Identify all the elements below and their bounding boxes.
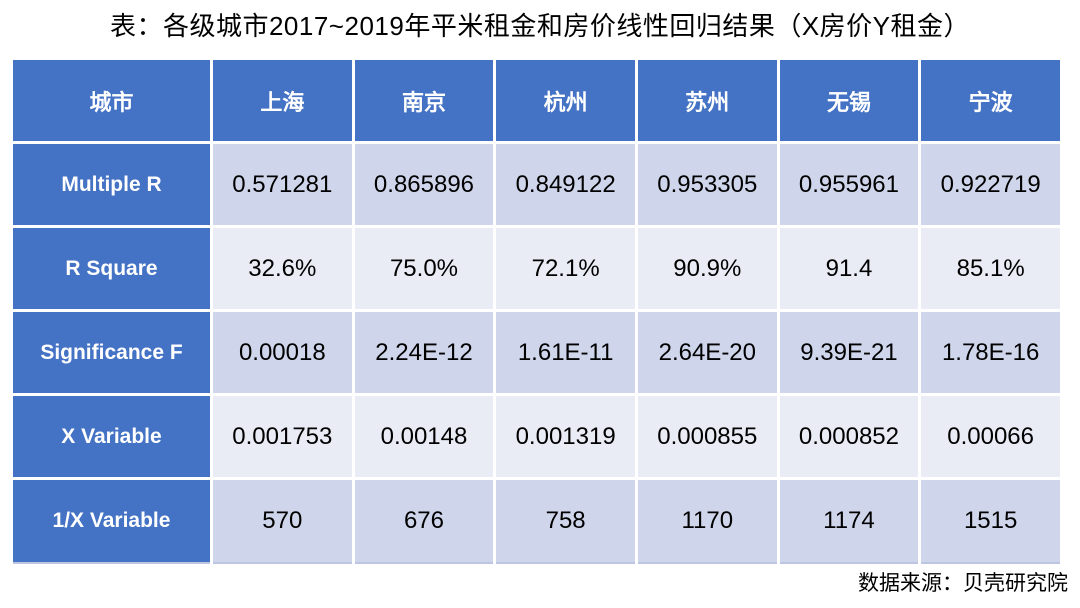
data-cell: 570	[210, 477, 355, 564]
regression-results-table: 城市 上海 南京 杭州 苏州 无锡 宁波 Multiple R 0.571281 0.86589…	[10, 57, 1063, 564]
data-cell: 0.00018	[210, 309, 355, 396]
row-label-cell: Significance F	[10, 309, 213, 396]
city-header-cell: 苏州	[634, 57, 780, 144]
data-cell: 0.00066	[918, 393, 1063, 480]
city-header-cell: 杭州	[493, 57, 638, 144]
data-cell: 0.922719	[918, 141, 1063, 228]
table-header-row: 城市 上海 南京 杭州 苏州 无锡 宁波	[10, 57, 1063, 144]
data-cell: 0.000852	[776, 393, 922, 480]
data-cell: 0.953305	[634, 141, 780, 228]
data-source-note: 数据来源：贝壳研究院	[858, 572, 1068, 595]
table-body: Multiple R 0.571281 0.865896 0.849122 0.9533…	[10, 141, 1063, 564]
data-cell: 0.00148	[351, 393, 497, 480]
data-cell: 2.24E-12	[351, 309, 497, 396]
data-cell: 0.571281	[210, 141, 355, 228]
table-row: Significance F 0.00018 2.24E-12 1.61E-11 2.6…	[10, 309, 1063, 396]
data-cell: 75.0%	[351, 225, 497, 312]
city-header-cell: 上海	[210, 57, 355, 144]
data-cell: 0.865896	[351, 141, 497, 228]
table-row: Multiple R 0.571281 0.865896 0.849122 0.9533…	[10, 141, 1063, 228]
data-cell: 2.64E-20	[634, 309, 780, 396]
row-label-cell: 1/X Variable	[10, 477, 213, 564]
data-cell: 758	[493, 477, 638, 564]
table-title: 表：各级城市2017~2019年平米租金和房价线性回归结果（X房价Y租金）	[109, 11, 971, 41]
corner-header-cell: 城市	[10, 57, 213, 144]
row-label-cell: R Square	[10, 225, 213, 312]
table-row: X Variable 0.001753 0.00148 0.001319 0.00085…	[10, 393, 1063, 480]
data-cell: 72.1%	[493, 225, 638, 312]
row-label-cell: X Variable	[10, 393, 213, 480]
data-cell: 0.000855	[634, 393, 780, 480]
data-cell: 9.39E-21	[776, 309, 922, 396]
data-cell: 32.6%	[210, 225, 355, 312]
table-row: R Square 32.6% 75.0% 72.1% 90.9% 91.4 85.1%	[10, 225, 1063, 312]
data-cell: 1.61E-11	[493, 309, 638, 396]
data-cell: 0.001319	[493, 393, 638, 480]
data-cell: 676	[351, 477, 497, 564]
data-cell: 1170	[634, 477, 780, 564]
data-cell: 1.78E-16	[918, 309, 1063, 396]
city-header-cell: 南京	[351, 57, 497, 144]
data-cell: 1174	[776, 477, 922, 564]
row-label-cell: Multiple R	[10, 141, 213, 228]
table-row: 1/X Variable 570 676 758 1170 1174 1515	[10, 477, 1063, 564]
city-header-cell: 无锡	[776, 57, 922, 144]
data-cell: 90.9%	[634, 225, 780, 312]
city-header-cell: 宁波	[918, 57, 1063, 144]
data-cell: 0.849122	[493, 141, 638, 228]
data-cell: 0.955961	[776, 141, 922, 228]
data-cell: 1515	[918, 477, 1063, 564]
data-cell: 85.1%	[918, 225, 1063, 312]
data-cell: 0.001753	[210, 393, 355, 480]
data-cell: 91.4	[776, 225, 922, 312]
